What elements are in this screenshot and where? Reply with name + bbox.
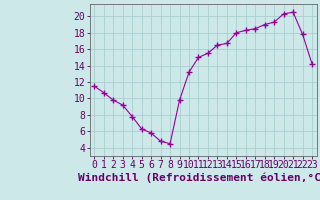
X-axis label: Windchill (Refroidissement éolien,°C): Windchill (Refroidissement éolien,°C) xyxy=(78,173,320,183)
